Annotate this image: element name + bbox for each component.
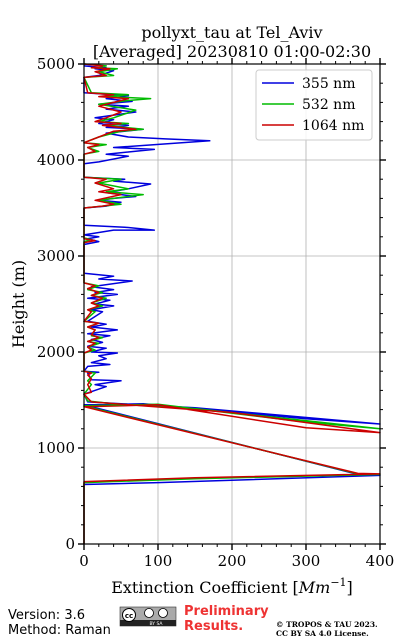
by-person-icon [144,608,154,618]
x-tick-label: 0 [79,552,89,570]
y-tick-label: 1000 [37,439,75,457]
x-tick-label: 400 [366,552,395,570]
x-axis-label-unit: Mm [298,578,331,597]
legend-label: 532 nm [302,97,355,113]
method-text: Method: Raman [8,623,111,638]
legend-items: 355 nm 532 nm 1064 nm [262,76,364,134]
y-tick-label: 0 [65,535,75,553]
x-tick-label: 200 [218,552,247,570]
x-axis-label-main: Extinction Coefficient [ [111,578,299,597]
preliminary-label-line2: Results. [184,619,243,634]
x-axis-label-exp: −1 [330,576,346,589]
x-tick-label: 100 [144,552,173,570]
x-axis-label: Extinction Coefficient [Mm−1] [111,576,353,597]
legend-label: 1064 nm [302,118,364,134]
legend: 355 nm 532 nm 1064 nm [255,69,373,141]
cc-badge-strip [120,620,176,626]
y-tick-label: 3000 [37,247,75,265]
copyright-line1: © TROPOS & TAU 2023. [276,620,378,629]
version-text: Version: 3.6 [8,608,85,623]
x-tick-labels: 0 100 200 300 400 [79,552,394,570]
share-alike-icon [158,608,168,618]
cc-license-badge: cc BY SA [119,606,177,627]
chart-title-line1: pollyxt_tau at Tel_Aviv [141,23,322,42]
cc-circle-icon [122,608,136,622]
cc-badge-text: cc [125,612,133,620]
legend-box [255,69,373,141]
cc-badge-subtext: BY SA [149,621,163,627]
legend-label: 355 nm [302,76,355,92]
preliminary-label-line1: Preliminary [184,604,269,619]
chart-title-line2: [Averaged] 20230810 01:00-02:30 [93,42,371,61]
y-axis-label: Height (m) [9,260,28,348]
y-tick-labels: 0 1000 2000 3000 4000 5000 [37,55,75,553]
y-tick-label: 2000 [37,343,75,361]
copyright-line2: CC BY SA 4.0 License. [276,629,369,638]
y-tick-label: 4000 [37,151,75,169]
x-axis-label-close: ] [347,578,353,597]
grid-lines [84,64,380,544]
x-tick-label: 300 [292,552,321,570]
axis-ticks [78,58,386,550]
y-tick-label: 5000 [37,55,75,73]
